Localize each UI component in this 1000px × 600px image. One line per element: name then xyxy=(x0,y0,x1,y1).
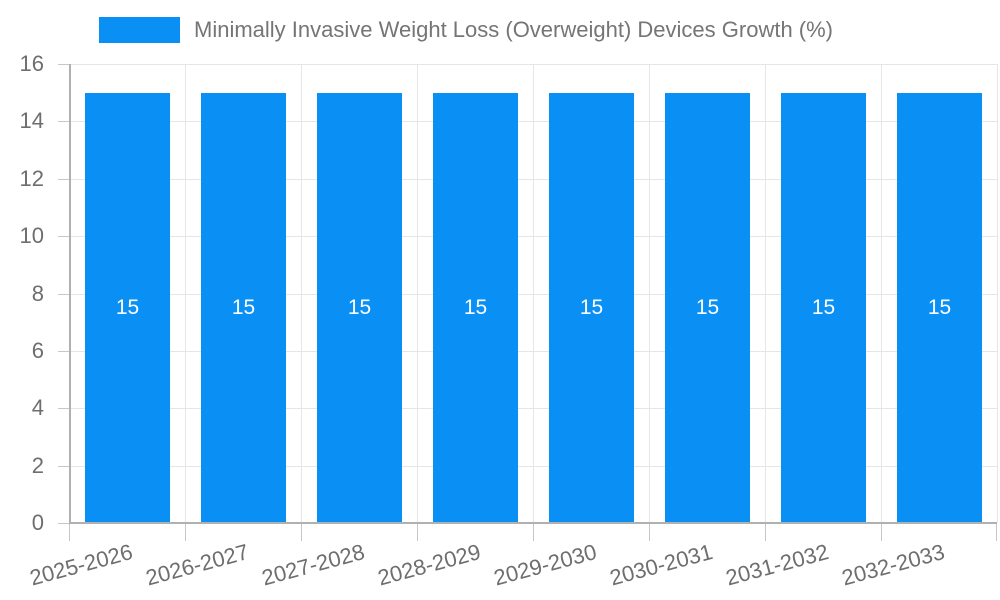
bar-value-label: 15 xyxy=(695,296,720,319)
bar-value-label: 15 xyxy=(579,296,604,319)
x-gridline xyxy=(765,64,766,523)
x-tick-mark xyxy=(765,523,766,541)
y-tick-mark xyxy=(58,351,69,352)
y-tick-mark xyxy=(58,64,69,65)
y-tick-mark xyxy=(58,294,69,295)
x-gridline xyxy=(301,64,302,523)
x-tick-mark xyxy=(185,523,186,541)
x-axis-line xyxy=(69,522,997,524)
x-tick-mark xyxy=(649,523,650,541)
x-tick-mark xyxy=(69,523,70,541)
y-axis-tick-label: 4 xyxy=(31,395,44,420)
x-tick-mark xyxy=(996,523,997,541)
bar-value-label: 15 xyxy=(463,296,488,319)
x-gridline xyxy=(533,64,534,523)
legend-item[interactable]: Minimally Invasive Weight Loss (Overweig… xyxy=(99,17,833,43)
x-gridline xyxy=(185,64,186,523)
bar-value-label: 15 xyxy=(231,296,256,319)
bar[interactable]: 15 xyxy=(433,93,518,523)
x-gridline xyxy=(997,64,998,523)
bar-value-label: 15 xyxy=(927,296,952,319)
y-tick-mark xyxy=(58,121,69,122)
x-gridline xyxy=(649,64,650,523)
x-tick-mark xyxy=(533,523,534,541)
y-axis-tick-label: 16 xyxy=(19,51,44,76)
bar[interactable]: 15 xyxy=(781,93,866,523)
bar-value-label: 15 xyxy=(347,296,372,319)
y-axis-tick-label: 6 xyxy=(31,338,44,363)
y-axis-tick-label: 10 xyxy=(19,223,44,248)
y-tick-mark xyxy=(58,179,69,180)
y-axis-line xyxy=(69,64,71,523)
bar[interactable]: 15 xyxy=(201,93,286,523)
y-axis-tick-label: 0 xyxy=(31,510,44,535)
y-axis-tick-label: 14 xyxy=(19,108,44,133)
y-tick-mark xyxy=(58,236,69,237)
bar[interactable]: 15 xyxy=(317,93,402,523)
y-tick-mark xyxy=(58,408,69,409)
plot-area: 0 2 4 6 8 10 12 14 16 15 15 15 15 15 15 15 15 2025-2026 20… xyxy=(20,53,998,590)
x-gridline xyxy=(881,64,882,523)
y-axis-tick-label: 2 xyxy=(31,453,44,478)
x-tick-mark xyxy=(301,523,302,541)
bar-value-label: 15 xyxy=(115,296,140,319)
legend-label: Minimally Invasive Weight Loss (Overweig… xyxy=(194,17,833,42)
x-tick-mark xyxy=(881,523,882,541)
x-tick-mark xyxy=(417,523,418,541)
bar[interactable]: 15 xyxy=(85,93,170,523)
bar-value-label: 15 xyxy=(811,296,836,319)
bar[interactable]: 15 xyxy=(897,93,982,523)
x-gridline xyxy=(417,64,418,523)
y-axis-tick-label: 8 xyxy=(31,281,44,306)
y-tick-mark xyxy=(58,466,69,467)
y-axis-tick-label: 12 xyxy=(19,166,44,191)
y-tick-mark xyxy=(58,523,69,524)
legend-color-swatch xyxy=(99,17,180,43)
bar[interactable]: 15 xyxy=(665,93,750,523)
bar[interactable]: 15 xyxy=(549,93,634,523)
